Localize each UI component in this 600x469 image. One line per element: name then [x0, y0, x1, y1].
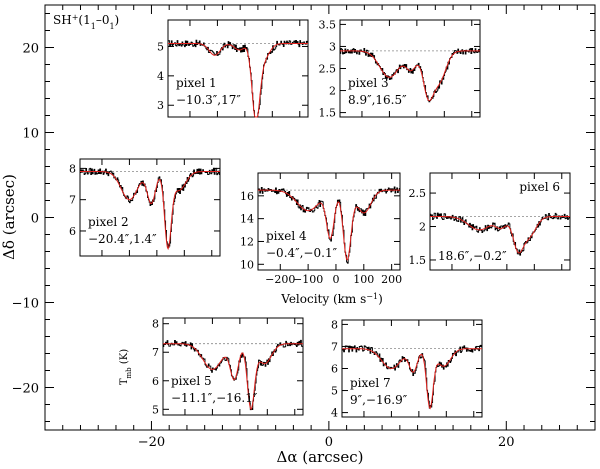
- inset-xtick-label: −100: [293, 273, 323, 286]
- inset-ytick-label: 2: [419, 221, 426, 234]
- inset-frame: [429, 172, 571, 271]
- inset-ytick-label: 10: [240, 258, 254, 271]
- inset-xtick-label: 0: [332, 273, 339, 286]
- observed-spectrum: [80, 167, 221, 248]
- inset-frame: [79, 158, 221, 257]
- velocity-label-base: Velocity (km s: [280, 292, 366, 306]
- main-ytick-label: 20: [22, 42, 39, 57]
- inset-ytick-label: 8: [331, 318, 338, 331]
- inset-frame: [167, 19, 309, 118]
- y-axis-label: Δδ (arcsec): [0, 174, 18, 260]
- inset-ytick-label: 8: [69, 162, 76, 175]
- inset-pixel-3: 1.5 2 2.5 3 3.5 pixel 3 8.9″,16.5″: [319, 18, 481, 120]
- inset-ytick-label: 4: [331, 407, 338, 420]
- inset-ytick-label: 2.5: [409, 187, 427, 200]
- main-xtick-label: −20: [138, 435, 165, 450]
- inset-ytick-label: 6: [331, 363, 338, 376]
- inset-ytick-label: 1.5: [409, 254, 427, 267]
- inset-xtick-label: 100: [353, 273, 374, 286]
- tmb-label-base: T: [119, 378, 130, 385]
- pixel-offset: 9″,−16.9″: [350, 393, 408, 407]
- inset-ytick-label: 3.5: [319, 18, 337, 31]
- inset-pixel-1: 3 4 5 pixel 1 −10.3″,17″: [157, 19, 309, 118]
- inset-xtick-label: 200: [381, 273, 402, 286]
- pixel-offset: 18.6″,−0.2″: [438, 249, 507, 263]
- pixel-offset: −20.4″,1.4″: [88, 232, 157, 246]
- main-xtick-label: 20: [498, 435, 515, 450]
- title-dash: –0: [96, 13, 110, 27]
- tmb-label-sub: mb: [125, 367, 133, 379]
- title-sub2: 1: [109, 22, 114, 31]
- pixel-offset: −10.3″,17″: [176, 93, 241, 107]
- pixel-label: pixel 3: [348, 76, 389, 90]
- velocity-label-sup: −1: [366, 292, 378, 301]
- main-ytick-label: 10: [22, 127, 39, 142]
- model-spectrum: [340, 50, 480, 102]
- inset-pixel-6: 1.5 2 2.5 pixel 6 18.6″,−0.2″: [409, 172, 571, 271]
- model-spectrum: [80, 171, 220, 251]
- title-open: (1: [78, 13, 90, 27]
- model-spectrum: [163, 343, 303, 411]
- inset-ytick-label: 7: [152, 346, 159, 359]
- inset-ytick-label: 1.5: [319, 107, 337, 120]
- model-spectrum: [342, 348, 482, 410]
- x-axis-label: Δα (arcsec): [277, 448, 364, 466]
- title-base: SH: [53, 13, 72, 27]
- pixel-label: pixel 7: [350, 376, 391, 390]
- title-close: ): [115, 13, 120, 27]
- pixel-label: pixel 5: [171, 374, 212, 388]
- inset-ytick-label: 5: [152, 403, 159, 416]
- model-spectrum: [168, 43, 308, 118]
- pixel-label: pixel 6: [519, 180, 560, 194]
- pixel-offset: 8.9″,16.5″: [348, 93, 407, 107]
- title-sup: +: [72, 13, 79, 22]
- inset-ytick-label: 16: [240, 190, 254, 203]
- inset-ytick-label: 2: [329, 85, 336, 98]
- inset-ytick-label: 4: [157, 70, 164, 83]
- inset-ytick-label: 5: [157, 40, 164, 53]
- inset-ytick-label: 5: [331, 385, 338, 398]
- main-ytick-label: −20: [12, 382, 39, 397]
- inset-ytick-label: 7: [331, 340, 338, 353]
- pixel-label: pixel 1: [176, 76, 217, 90]
- tmb-label-unit: (K): [119, 349, 130, 368]
- inset-ytick-label: 14: [240, 213, 254, 226]
- inset-ytick-label: 8: [152, 318, 159, 331]
- inset-ytick-label: 3: [329, 40, 336, 53]
- pixel-label: pixel 2: [88, 215, 129, 229]
- main-ytick-label: 0: [31, 212, 39, 227]
- main-axis-ticks: [45, 5, 595, 430]
- title-sub1: 1: [91, 22, 96, 31]
- inset-frame: [341, 319, 483, 418]
- inset-pixel-5: 5 6 7 8 pixel 5 −11.1″,−16.1″: [152, 317, 304, 416]
- inset-ytick-label: 2.5: [319, 63, 337, 76]
- inset-pixel-4: 10 12 14 16 −200−100 0 100 200 pixel 4 −0.4″,−0.1…: [240, 172, 402, 286]
- inset-pixel-7: 4 5 6 7 8 pixel 7 9″,−16.9″: [331, 318, 483, 420]
- main-xtick-label: 0: [325, 435, 333, 450]
- inset-xtick-label: −200: [265, 273, 295, 286]
- inset-pixel-2: 6 7 8 pixel 2 −20.4″,1.4″: [69, 158, 221, 257]
- observed-spectrum: [168, 39, 309, 118]
- model-spectrum: [258, 189, 400, 261]
- pixel-label: pixel 4: [266, 229, 307, 243]
- observed-spectrum: [258, 186, 401, 264]
- model-spectrum: [430, 216, 570, 254]
- chart-title: SH+(11–01): [53, 13, 119, 31]
- inset-frame: [162, 317, 304, 416]
- inset-ytick-label: 6: [69, 225, 76, 238]
- pixel-offset: −11.1″,−16.1″: [171, 391, 258, 405]
- inset-ytick-label: 7: [69, 194, 76, 207]
- inset-ytick-label: 12: [240, 235, 254, 248]
- inset-ytick-label: 3: [157, 99, 164, 112]
- main-ytick-label: −10: [12, 297, 39, 312]
- inset-ytick-label: 6: [152, 375, 159, 388]
- tmb-axis-label: Tmb (K): [119, 349, 133, 385]
- pixel-offset: −0.4″,−0.1″: [266, 246, 338, 260]
- velocity-axis-label: Velocity (km s−1): [280, 292, 383, 307]
- velocity-label-close: ): [378, 292, 383, 306]
